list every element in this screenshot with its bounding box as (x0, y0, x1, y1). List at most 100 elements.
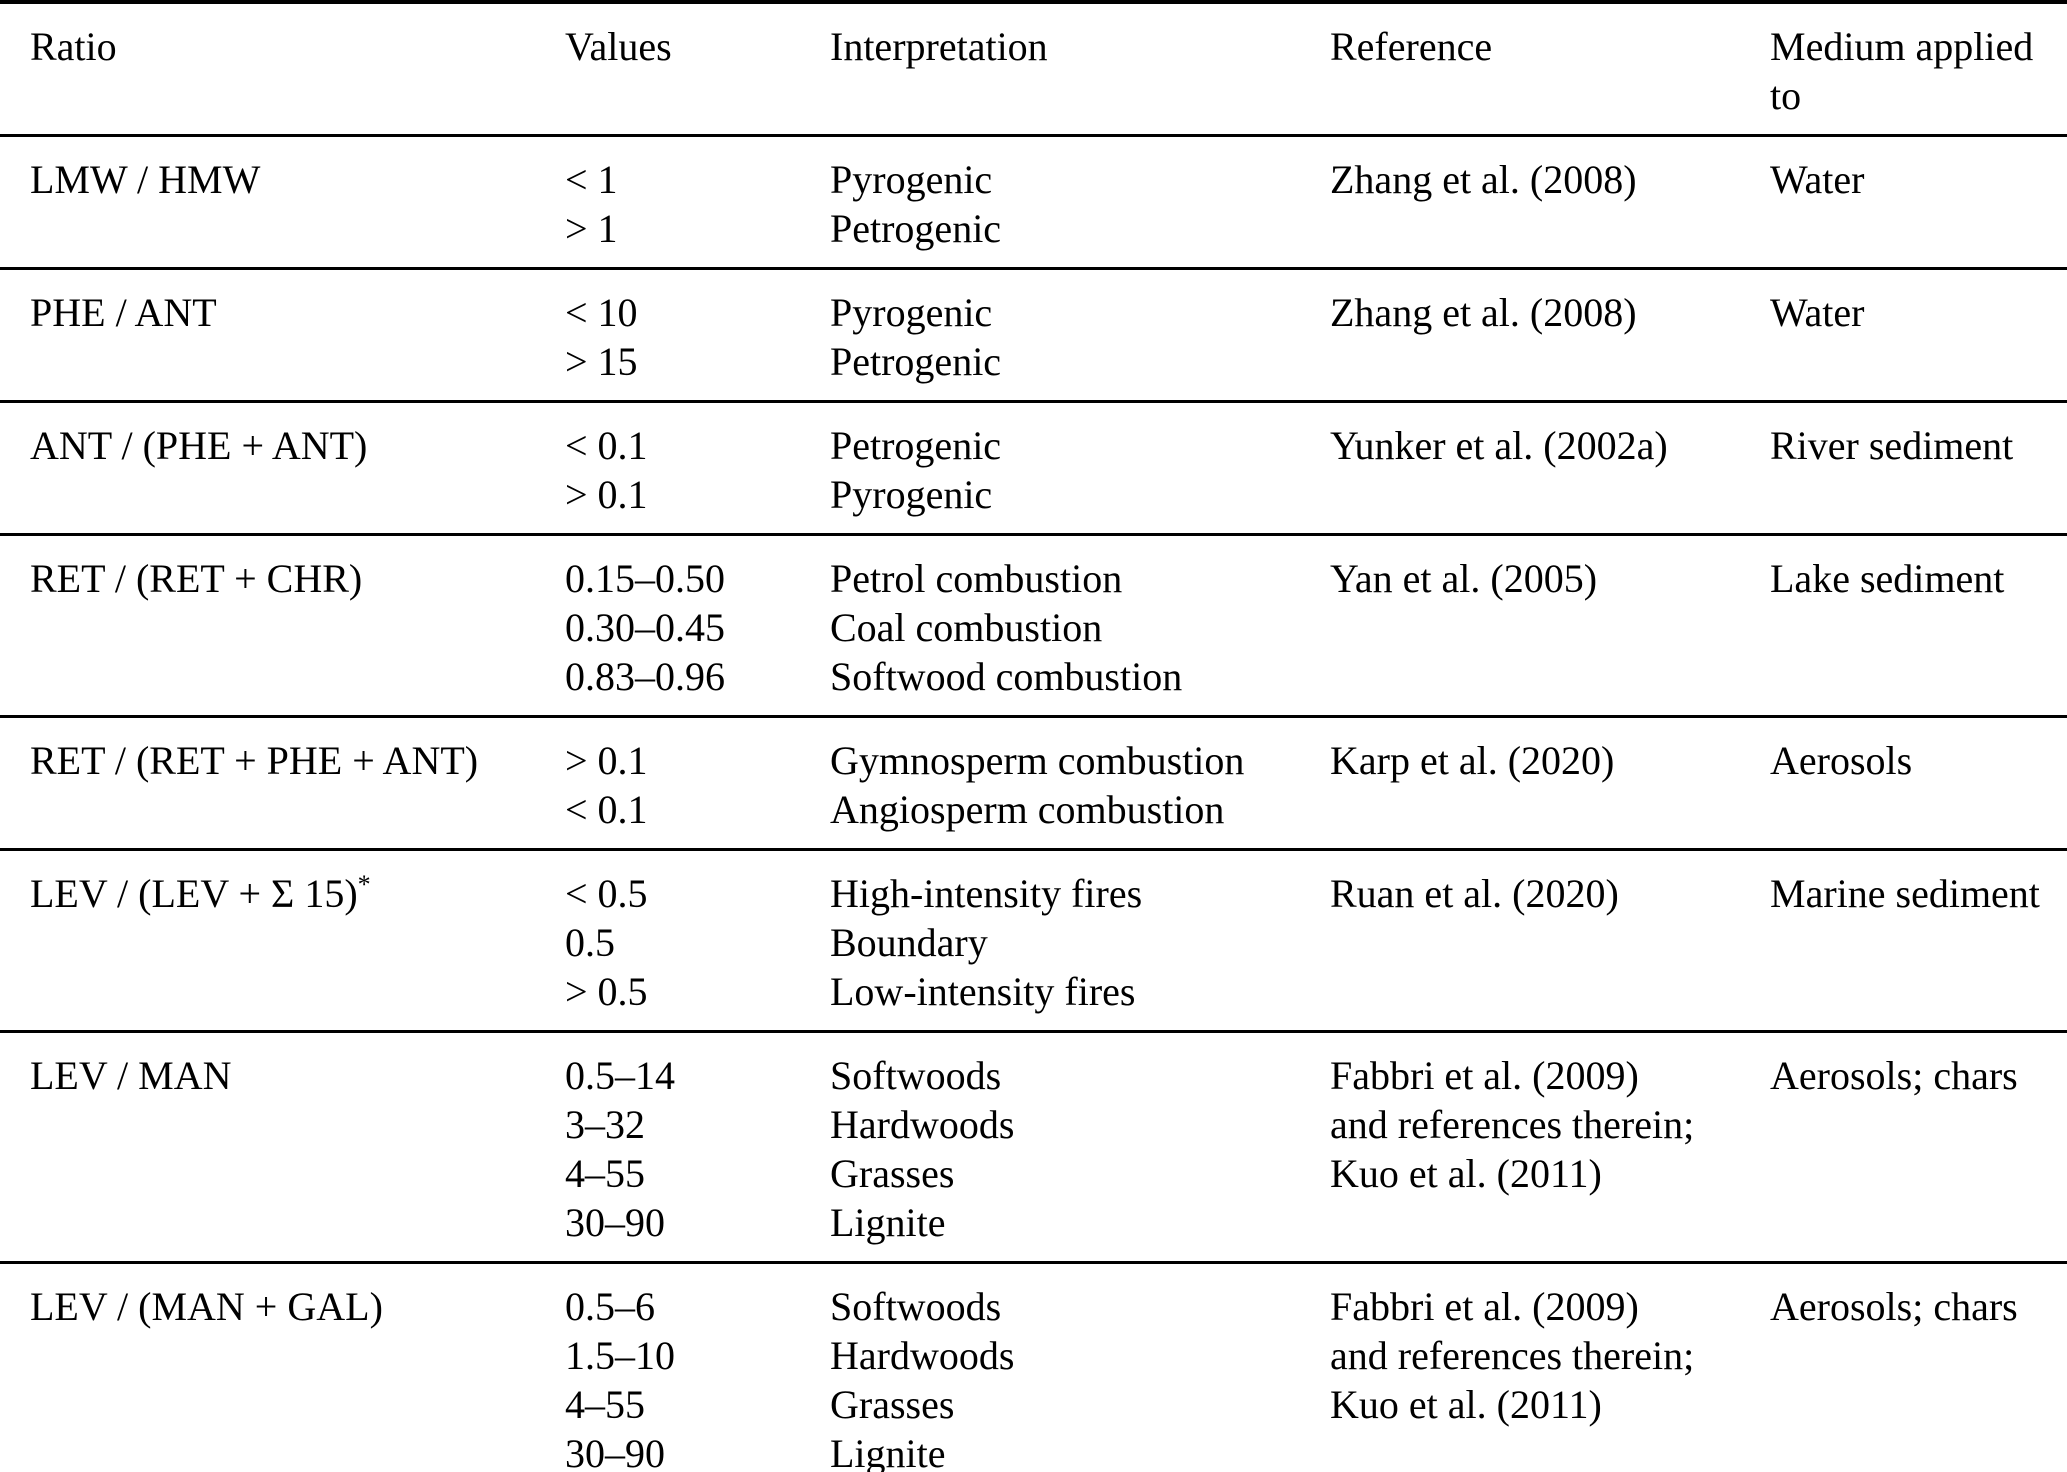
interpretation-line: Lignite (830, 1200, 946, 1245)
reference-cell: Zhang et al. (2008) (1330, 136, 1770, 269)
interpretation-cell: Petrol combustion Coal combustion Softwo… (830, 535, 1330, 717)
value-line: 30–90 (565, 1200, 665, 1245)
interpretation-line: Boundary (830, 920, 988, 965)
table-row: LEV / (LEV + Σ 15)* < 0.5 0.5 > 0.5 High… (0, 850, 2067, 1032)
reference-line: Karp et al. (2020) (1330, 738, 1615, 783)
reference-cell: Karp et al. (2020) (1330, 717, 1770, 850)
interpretation-line: Grasses (830, 1151, 955, 1196)
interpretation-line: Hardwoods (830, 1333, 1015, 1378)
reference-cell: Yan et al. (2005) (1330, 535, 1770, 717)
value-line: > 0.1 (565, 738, 648, 783)
medium-cell: Aerosols; chars (1770, 1032, 2067, 1263)
values-cell: > 0.1 < 0.1 (565, 717, 830, 850)
value-line: 0.30–0.45 (565, 605, 725, 650)
medium-label: Water (1770, 290, 1865, 335)
values-cell: < 0.5 0.5 > 0.5 (565, 850, 830, 1032)
ratio-cell: LEV / MAN (0, 1032, 565, 1263)
interpretation-cell: Pyrogenic Petrogenic (830, 269, 1330, 402)
interpretation-line: Softwoods (830, 1284, 1002, 1329)
reference-line: and references therein; (1330, 1102, 1695, 1147)
reference-line: Fabbri et al. (2009) (1330, 1284, 1639, 1329)
medium-label: Aerosols (1770, 738, 1913, 783)
table-row: LEV / MAN 0.5–14 3–32 4–55 30–90 Softwoo… (0, 1032, 2067, 1263)
interpretation-cell: Softwoods Hardwoods Grasses Lignite (830, 1263, 1330, 1472)
value-line: 4–55 (565, 1382, 645, 1427)
table-row: LMW / HMW < 1 > 1 Pyrogenic Petrogenic Z… (0, 136, 2067, 269)
ratio-label: RET / (RET + CHR) (30, 556, 363, 601)
medium-cell: River sediment (1770, 402, 2067, 535)
values-cell: < 0.1 > 0.1 (565, 402, 830, 535)
reference-line: Kuo et al. (2011) (1330, 1382, 1602, 1427)
reference-cell: Ruan et al. (2020) (1330, 850, 1770, 1032)
medium-label: Aerosols; chars (1770, 1284, 2018, 1329)
interpretation-line: Lignite (830, 1431, 946, 1472)
reference-line: Zhang et al. (2008) (1330, 290, 1637, 335)
footnote-marker: * (357, 870, 371, 899)
values-cell: 0.5–14 3–32 4–55 30–90 (565, 1032, 830, 1263)
ratio-cell: PHE / ANT (0, 269, 565, 402)
column-header-medium: Medium applied to (1770, 24, 2034, 118)
value-line: > 0.5 (565, 969, 648, 1014)
ratio-cell: LEV / (LEV + Σ 15)* (0, 850, 565, 1032)
interpretation-line: Pyrogenic (830, 290, 993, 335)
value-line: > 1 (565, 206, 618, 251)
interpretation-line: Petrogenic (830, 206, 1002, 251)
interpretation-line: Pyrogenic (830, 472, 993, 517)
header-row: Ratio Values Interpretation Reference Me… (0, 2, 2067, 136)
values-cell: < 10 > 15 (565, 269, 830, 402)
column-header-ratio: Ratio (30, 24, 117, 69)
value-line: < 10 (565, 290, 638, 335)
interpretation-line: Hardwoods (830, 1102, 1015, 1147)
interpretation-line: Angiosperm combustion (830, 787, 1225, 832)
medium-cell: Aerosols; chars (1770, 1263, 2067, 1472)
reference-line: Yan et al. (2005) (1330, 556, 1598, 601)
values-cell: 0.5–6 1.5–10 4–55 30–90 (565, 1263, 830, 1472)
medium-cell: Marine sediment (1770, 850, 2067, 1032)
reference-line: Yunker et al. (2002a) (1330, 423, 1668, 468)
reference-cell: Fabbri et al. (2009) and references ther… (1330, 1263, 1770, 1472)
interpretation-cell: High-intensity fires Boundary Low-intens… (830, 850, 1330, 1032)
value-line: 0.5–6 (565, 1284, 655, 1329)
value-line: 0.83–0.96 (565, 654, 725, 699)
ratio-label: LEV / MAN (30, 1053, 232, 1098)
reference-cell: Fabbri et al. (2009) and references ther… (1330, 1032, 1770, 1263)
value-line: < 0.1 (565, 423, 648, 468)
value-line: 0.5–14 (565, 1053, 675, 1098)
value-line: 1.5–10 (565, 1333, 675, 1378)
medium-cell: Water (1770, 269, 2067, 402)
ratio-label: LEV / (LEV + Σ 15) (30, 871, 358, 916)
interpretation-line: Petrogenic (830, 339, 1002, 384)
interpretation-line: Pyrogenic (830, 157, 993, 202)
table-row: PHE / ANT < 10 > 15 Pyrogenic Petrogenic… (0, 269, 2067, 402)
interpretation-line: Coal combustion (830, 605, 1103, 650)
table-row: RET / (RET + PHE + ANT) > 0.1 < 0.1 Gymn… (0, 717, 2067, 850)
value-line: 0.5 (565, 920, 615, 965)
medium-cell: Water (1770, 136, 2067, 269)
medium-label: River sediment (1770, 423, 2014, 468)
reference-cell: Zhang et al. (2008) (1330, 269, 1770, 402)
interpretation-cell: Softwoods Hardwoods Grasses Lignite (830, 1032, 1330, 1263)
table-row: ANT / (PHE + ANT) < 0.1 > 0.1 Petrogenic… (0, 402, 2067, 535)
ratio-cell: LEV / (MAN + GAL) (0, 1263, 565, 1472)
ratio-cell: RET / (RET + PHE + ANT) (0, 717, 565, 850)
medium-label: Marine sediment (1770, 871, 2040, 916)
ratio-label: PHE / ANT (30, 290, 217, 335)
medium-cell: Aerosols (1770, 717, 2067, 850)
reference-line: Fabbri et al. (2009) (1330, 1053, 1639, 1098)
column-header-interpretation: Interpretation (830, 24, 1048, 69)
interpretation-line: High-intensity fires (830, 871, 1143, 916)
interpretation-cell: Petrogenic Pyrogenic (830, 402, 1330, 535)
interpretation-line: Grasses (830, 1382, 955, 1427)
interpretation-line: Gymnosperm combustion (830, 738, 1245, 783)
value-line: 4–55 (565, 1151, 645, 1196)
reference-line: Kuo et al. (2011) (1330, 1151, 1602, 1196)
interpretation-line: Softwoods (830, 1053, 1002, 1098)
value-line: < 0.1 (565, 787, 648, 832)
value-line: < 0.5 (565, 871, 648, 916)
value-line: > 15 (565, 339, 638, 384)
value-line: 3–32 (565, 1102, 645, 1147)
table-row: RET / (RET + CHR) 0.15–0.50 0.30–0.45 0.… (0, 535, 2067, 717)
reference-line: Zhang et al. (2008) (1330, 157, 1637, 202)
column-header-values: Values (565, 24, 672, 69)
